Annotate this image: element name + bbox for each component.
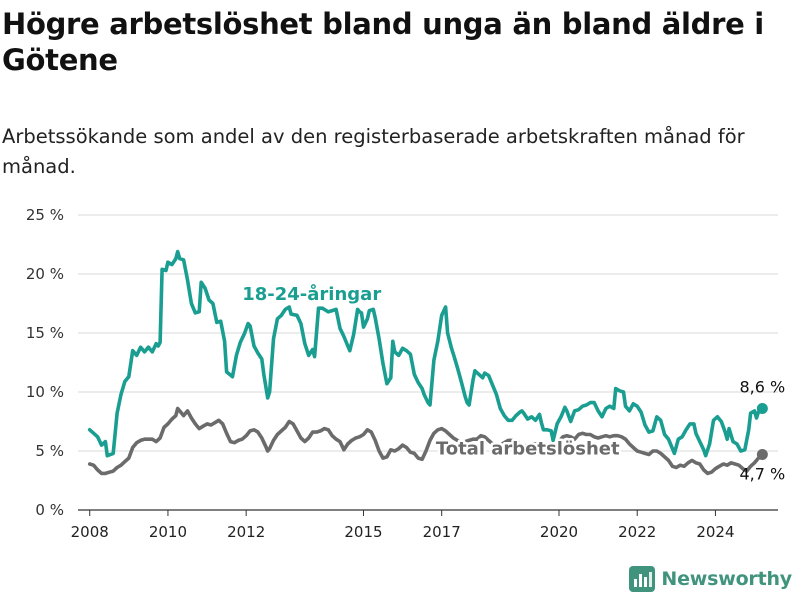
y-tick-label: 25 % — [26, 206, 64, 224]
chart-title: Högre arbetslöshet bland unga än bland ä… — [2, 7, 764, 77]
x-tick-label: 2020 — [540, 523, 578, 541]
y-tick-label: 15 % — [26, 324, 64, 342]
y-tick-label: 5 % — [35, 442, 64, 460]
x-tick-label: 2010 — [149, 523, 187, 541]
y-tick-label: 10 % — [26, 383, 64, 401]
series-lines — [87, 249, 768, 476]
end-label-total: 4,7 % — [739, 465, 785, 484]
brand-name: Newsworthy — [661, 568, 792, 590]
end-label-youth: 8,6 % — [739, 378, 785, 397]
x-tick-label: 2012 — [227, 523, 265, 541]
x-tick-label: 2022 — [618, 523, 656, 541]
series-label-total-halo: Total arbetslöshet — [436, 439, 620, 460]
x-tick-label: 2017 — [423, 523, 461, 541]
chart-subtitle: Arbetssökande som andel av den registerb… — [2, 125, 745, 178]
x-tick-label: 2008 — [71, 523, 109, 541]
series-end-marker — [756, 449, 768, 461]
series-label-total: Total arbetslöshet — [436, 439, 620, 460]
series-label-youth-halo: 18-24-åringar — [242, 283, 381, 305]
series-line — [87, 249, 765, 458]
y-tick-label: 0 % — [35, 501, 64, 519]
line-chart: 0 %5 %10 %15 %20 %25 % 2008 2010 2012 2015 2… — [26, 206, 785, 541]
x-axis: 2008 2010 2012 2015 2017 2020 2022 2024 — [71, 510, 735, 541]
newsworthy-logo: Newsworthy — [629, 566, 792, 592]
series-end-marker — [756, 403, 768, 415]
y-axis-ticks: 0 % 5 % 10 % 15 % 20 % 25 % — [26, 206, 64, 519]
bar-chart-icon — [629, 566, 656, 592]
series-label-youth: 18-24-åringar — [242, 283, 381, 305]
x-tick-label: 2024 — [696, 523, 734, 541]
gridlines — [78, 214, 778, 511]
x-tick-label: 2015 — [344, 523, 382, 541]
y-tick-label: 20 % — [26, 265, 64, 283]
series-line — [87, 406, 765, 476]
